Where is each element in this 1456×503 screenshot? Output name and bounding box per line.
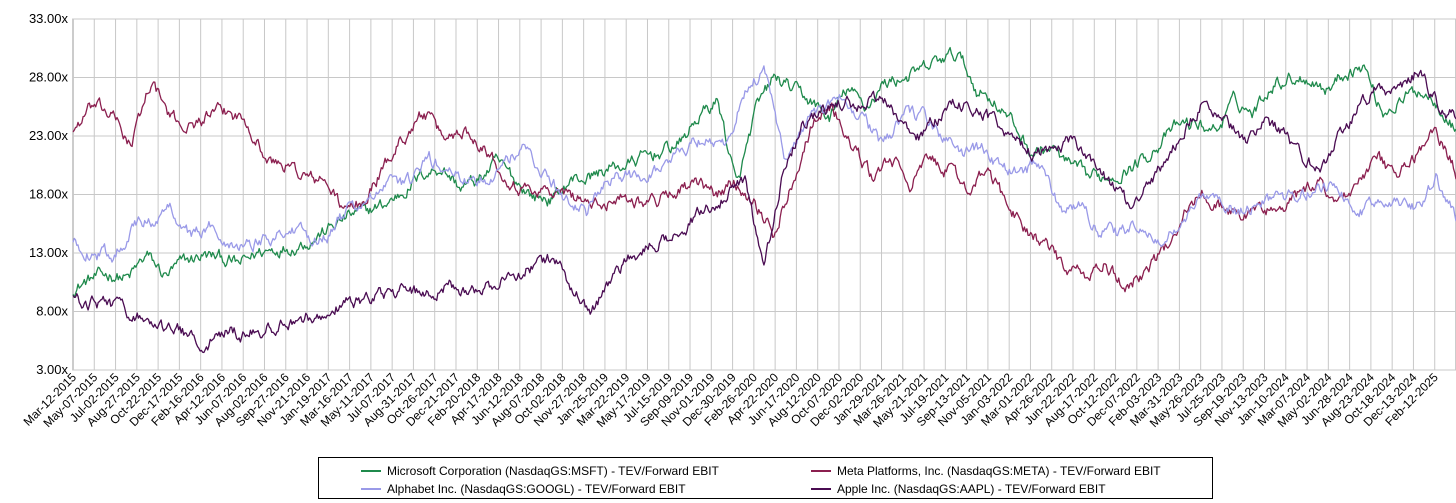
- chart-svg: 3.00x 8.00x 13.00x 18.00x 23.00x 28.00x 33.00x…: [21, 11, 1456, 430]
- series-lines: [72, 46, 1456, 354]
- legend-item-aapl: Apple Inc. (NasdaqGS:AAPL) - TEV/Forward…: [811, 482, 1106, 496]
- y-tick-label: 18.00x: [29, 187, 69, 202]
- legend-label-googl: Alphabet Inc. (NasdaqGS:GOOGL) - TEV/For…: [387, 482, 686, 496]
- legend-label-aapl: Apple Inc. (NasdaqGS:AAPL) - TEV/Forward…: [837, 482, 1106, 496]
- x-axis-tick-labels: Mar-12-2015May-07-2015Jul-02-2015Aug-27-…: [21, 370, 1441, 430]
- y-tick-label: 28.00x: [29, 70, 69, 85]
- legend-swatch-meta: [811, 470, 831, 472]
- series-line-aapl: [72, 69, 1456, 354]
- legend-label-meta: Meta Platforms, Inc. (NasdaqGS:META) - T…: [837, 464, 1161, 478]
- legend-swatch-googl: [361, 488, 381, 490]
- y-tick-label: 8.00x: [36, 304, 68, 319]
- legend-label-msft: Microsoft Corporation (NasdaqGS:MSFT) - …: [387, 464, 719, 478]
- series-line-meta: [72, 81, 1456, 293]
- legend-item-meta: Meta Platforms, Inc. (NasdaqGS:META) - T…: [811, 464, 1161, 478]
- y-tick-label: 23.00x: [29, 128, 69, 143]
- legend-item-googl: Alphabet Inc. (NasdaqGS:GOOGL) - TEV/For…: [361, 482, 686, 496]
- y-tick-label: 13.00x: [29, 245, 69, 260]
- y-tick-label: 3.00x: [36, 362, 68, 377]
- legend-swatch-msft: [361, 470, 381, 472]
- series-line-googl: [72, 65, 1456, 263]
- series-line-msft: [72, 46, 1456, 298]
- y-gridlines: [73, 18, 1456, 371]
- legend-item-msft: Microsoft Corporation (NasdaqGS:MSFT) - …: [361, 464, 719, 478]
- legend: Microsoft Corporation (NasdaqGS:MSFT) - …: [318, 457, 1213, 499]
- legend-swatch-aapl: [811, 488, 831, 490]
- y-axis-tick-labels: 3.00x 8.00x 13.00x 18.00x 23.00x 28.00x 33.00x: [29, 11, 69, 377]
- y-tick-label: 33.00x: [29, 11, 69, 26]
